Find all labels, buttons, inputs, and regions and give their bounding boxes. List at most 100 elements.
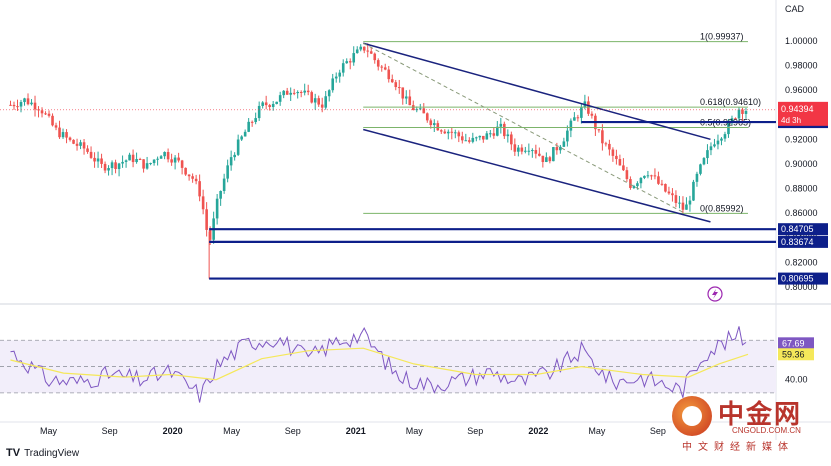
cngold-watermark: 中金网 CNGOLD.COM.CN 中文财经新媒体	[672, 392, 822, 453]
y-tick-label: 1.00000	[785, 36, 818, 46]
candle-body	[93, 157, 96, 162]
logo-suffix: .com	[152, 39, 210, 63]
y-tick-label: 0.92000	[785, 134, 818, 144]
candle-body	[96, 158, 100, 162]
fib-level-label: 1(0.99937)	[700, 32, 744, 42]
candle-body	[650, 175, 653, 177]
candle-body	[587, 101, 590, 114]
candle-body	[75, 143, 79, 146]
candle-body	[660, 183, 664, 185]
candle-body	[517, 147, 520, 152]
candle-body	[201, 196, 205, 210]
x-tick-label: 2021	[346, 426, 366, 436]
candle-body	[152, 159, 156, 164]
candle-body	[496, 126, 499, 136]
candle-body	[9, 104, 12, 106]
candle-body	[359, 46, 363, 50]
candle-body	[124, 160, 128, 162]
candle-body	[184, 167, 187, 175]
candle-body	[166, 152, 170, 160]
x-tick-label: May	[588, 426, 606, 436]
candle-body	[429, 120, 433, 126]
candle-body	[243, 131, 247, 137]
candle-body	[58, 127, 61, 138]
candle-body	[576, 117, 580, 119]
rsi-y-tick-label: 40.00	[785, 375, 808, 385]
candle-body	[597, 129, 601, 131]
candle-body	[16, 106, 19, 108]
candle-body	[734, 118, 737, 120]
tradingview-footer[interactable]: TV TradingView	[6, 447, 79, 459]
y-tick-label: 0.96000	[785, 85, 818, 95]
candle-body	[482, 135, 485, 140]
lightning-icon-circle	[707, 286, 723, 302]
candle-body	[320, 104, 324, 108]
candle-body	[268, 105, 271, 107]
candle-body	[180, 160, 184, 168]
candle-body	[404, 96, 408, 99]
candle-body	[446, 131, 450, 134]
candle-body	[534, 150, 538, 154]
candle-body	[524, 150, 527, 152]
candle-body	[636, 183, 639, 187]
candle-body	[741, 109, 744, 114]
candle-body	[425, 113, 429, 121]
candle-body	[194, 178, 198, 182]
tradingview-icon: TV	[6, 447, 21, 459]
support-level-tag	[778, 116, 828, 129]
candle-body	[678, 202, 681, 204]
candle-body	[373, 53, 377, 61]
candle-body	[145, 163, 149, 169]
candle-body	[264, 102, 268, 106]
candle-body	[439, 130, 443, 132]
candle-body	[327, 90, 331, 97]
candle-body	[19, 102, 23, 107]
candle-body	[646, 175, 650, 177]
y-tick-label: 0.84000	[785, 233, 818, 243]
candle-body	[170, 159, 173, 163]
candle-body	[299, 92, 303, 94]
candle-body	[275, 101, 278, 104]
x-tick-label: May	[223, 426, 241, 436]
support-level-tag	[778, 272, 828, 285]
candle-body	[376, 60, 380, 67]
candle-body	[338, 72, 342, 77]
candle-body	[443, 131, 447, 134]
x-tick-label: May	[40, 426, 58, 436]
candle-body	[219, 190, 222, 199]
open-value: 0.94599	[140, 3, 177, 14]
candle-body	[222, 178, 226, 191]
watermark-cn: 中金网	[718, 400, 803, 430]
candle-body	[664, 183, 667, 192]
candle-body	[128, 154, 131, 161]
y-tick-label: 0.90000	[785, 159, 818, 169]
rsi-value-label: 59.36	[782, 349, 805, 359]
x-tick-label: Sep	[285, 426, 301, 436]
candle-body	[643, 175, 646, 178]
candle-body	[313, 98, 317, 103]
x-tick-label: Sep	[102, 426, 118, 436]
candle-body	[475, 137, 478, 139]
forex-logo: FOREX.com	[12, 26, 209, 67]
candle-body	[334, 76, 338, 79]
candle-body	[590, 113, 594, 116]
candle-body	[355, 49, 359, 54]
candle-body	[583, 101, 587, 108]
candle-body	[257, 105, 261, 119]
candle-body	[478, 135, 482, 138]
watermark-en: CNGOLD.COM.CN	[732, 426, 801, 435]
candle-body	[47, 113, 51, 116]
candle-body	[317, 98, 321, 105]
candle-body	[562, 141, 566, 147]
candle-body	[397, 87, 401, 89]
candle-body	[499, 123, 503, 127]
lightning-icon	[707, 286, 723, 302]
y-tick-label: 0.80000	[785, 282, 818, 292]
candle-body	[12, 104, 16, 107]
channel-lower-line	[363, 128, 711, 223]
candle-body	[65, 132, 68, 138]
candle-body	[460, 136, 464, 141]
candle-body	[23, 98, 26, 103]
candle-body	[191, 176, 194, 179]
support-level-tag	[778, 235, 828, 248]
